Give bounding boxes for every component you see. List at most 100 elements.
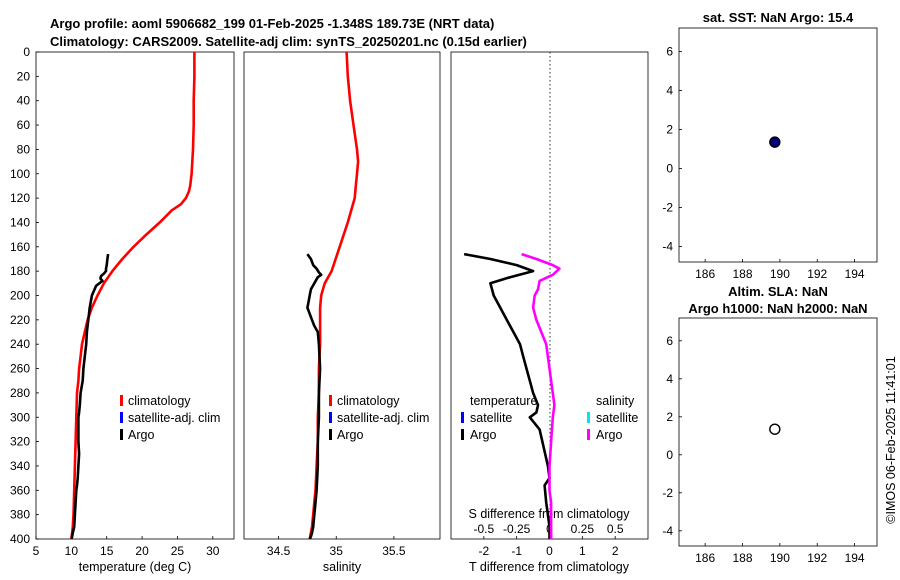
legend-s-satellite-swatch [587,412,590,423]
altimetry-map-y-tick-label: 2 [666,410,673,424]
altimetry-map-x-tick-label: 188 [732,551,752,565]
depth-tick-label: 320 [10,435,30,449]
legend-s-argo-label: Argo [596,428,622,442]
altimetry-map-axes [678,317,878,547]
depth-tick-label: 400 [10,532,30,546]
difference-x-tick-label: 1 [579,544,586,558]
imos-watermark: ©IMOS 06-Feb-2025 11:41:01 [884,356,898,523]
temperature-series-argo [70,253,110,540]
legend-t-satellite-swatch [461,412,464,423]
legend-climatology-swatch [329,395,332,406]
sst-map-y-tick-label: 2 [666,122,673,136]
depth-tick-label: 120 [10,191,30,205]
legend-argo-label: Argo [337,428,363,442]
legend-argo-swatch [329,429,332,440]
altimetry-map-y-tick-label: 0 [666,448,673,462]
depth-tick-label: 220 [10,313,30,327]
salinity-legend: climatology satellite-adj. clim Argo [329,394,429,442]
legend-salinity-heading: salinity [596,394,635,408]
temperature-legend: climatology satellite-adj. clim Argo [120,394,220,442]
depth-tick-label: 200 [10,289,30,303]
legend-argo-swatch [120,429,123,440]
altimetry-map-y-tick-label: 6 [666,334,673,348]
legend-satellite-swatch [329,412,332,423]
sst-map-x-tick-label: 186 [695,267,715,281]
sst-map-x-tick-label: 190 [770,267,790,281]
temperature-x-tick-label: 15 [100,544,114,558]
legend-climatology-label: climatology [128,394,191,408]
sst-map-title: sat. SST: NaN Argo: 15.4 [703,10,854,25]
depth-tick-label: 260 [10,362,30,376]
difference-top-tick-label: 0.5 [607,522,624,536]
altimetry-map-x-tick-label: 186 [695,551,715,565]
chart-marks: 0204060801001201401601802002202402602803… [10,44,865,565]
altimetry-map-y-tick-label: 4 [666,372,673,386]
altimetry-title-line-1: Altim. SLA: NaN [728,284,828,299]
legend-satellite-swatch [120,412,123,423]
legend-satellite-label: satellite-adj. clim [128,411,220,425]
legend-climatology-label: climatology [337,394,400,408]
difference-top-tick-label: -0.25 [503,522,531,536]
salinity-x-tick-label: 34.5 [267,544,291,558]
difference-x-tick-label: 2 [612,544,619,558]
altimetry-map-x-tick-label: 192 [807,551,827,565]
salinity-x-tick-label: 35.5 [382,544,406,558]
sst-map-y-tick-label: -2 [662,200,673,214]
depth-tick-label: 80 [17,142,31,156]
sst-map-x-tick-label: 192 [807,267,827,281]
temperature-axes [35,51,235,540]
temperature-x-tick-label: 30 [206,544,220,558]
difference-series-s-difference-argo [521,252,561,539]
t-difference-xlabel: T difference from climatology [469,560,630,574]
legend-s-satellite-label: satellite [596,411,638,425]
figure-title: Argo profile: aoml 5906682_199 01-Feb-20… [50,16,527,49]
legend-s-argo-swatch [587,429,590,440]
legend-satellite-label: satellite-adj. clim [337,411,429,425]
legend-climatology-swatch [120,395,123,406]
altimetry-title-line-2: Argo h1000: NaN h2000: NaN [688,301,867,316]
depth-tick-label: 40 [17,94,31,108]
altimetry-map-y-tick-label: -2 [662,486,673,500]
depth-tick-label: 240 [10,337,30,351]
difference-legend: temperature satellite Argo salinity sate… [461,394,638,442]
sst-map-y-tick-label: 0 [666,161,673,175]
difference-x-tick-label: -1 [511,544,522,558]
sst-map-y-tick-label: 4 [666,83,673,97]
difference-x-tick-label: -2 [478,544,489,558]
sst-map-x-tick-label: 188 [732,267,752,281]
sst-map-x-tick-label: 194 [845,267,865,281]
depth-tick-label: 300 [10,410,30,424]
legend-t-argo-label: Argo [470,428,496,442]
depth-tick-label: 100 [10,167,30,181]
title-line-2: Climatology: CARS2009. Satellite-adj cli… [50,34,527,49]
legend-t-satellite-label: satellite [470,411,512,425]
sst-map-axes [678,27,878,263]
depth-tick-label: 380 [10,508,30,522]
depth-tick-label: 0 [23,45,30,59]
salinity-x-tick-label: 35 [330,544,344,558]
depth-tick-label: 140 [10,215,30,229]
sst-map-y-tick-label: 6 [666,44,673,58]
salinity-axes [243,51,441,540]
temperature-xlabel: temperature (deg C) [79,560,192,574]
depth-tick-label: 160 [10,240,30,254]
salinity-series-argo [306,253,323,540]
difference-top-tick-label: -0.5 [473,522,494,536]
legend-t-argo-swatch [461,429,464,440]
altimetry-map-float-position-marker [769,423,781,435]
depth-tick-label: 280 [10,386,30,400]
depth-tick-label: 180 [10,264,30,278]
salinity-xlabel: salinity [323,560,362,574]
depth-tick-label: 20 [17,69,31,83]
title-line-1: Argo profile: aoml 5906682_199 01-Feb-20… [50,16,494,31]
temperature-x-tick-label: 25 [171,544,185,558]
sst-map-float-position-marker [769,136,781,148]
legend-argo-label: Argo [128,428,154,442]
difference-top-tick-label: 0.25 [571,522,595,536]
temperature-x-tick-label: 20 [135,544,149,558]
temperature-series-climatology [70,52,196,540]
temperature-x-tick-label: 10 [65,544,79,558]
temperature-x-tick-label: 5 [33,544,40,558]
sst-map-y-tick-label: -4 [662,239,673,253]
